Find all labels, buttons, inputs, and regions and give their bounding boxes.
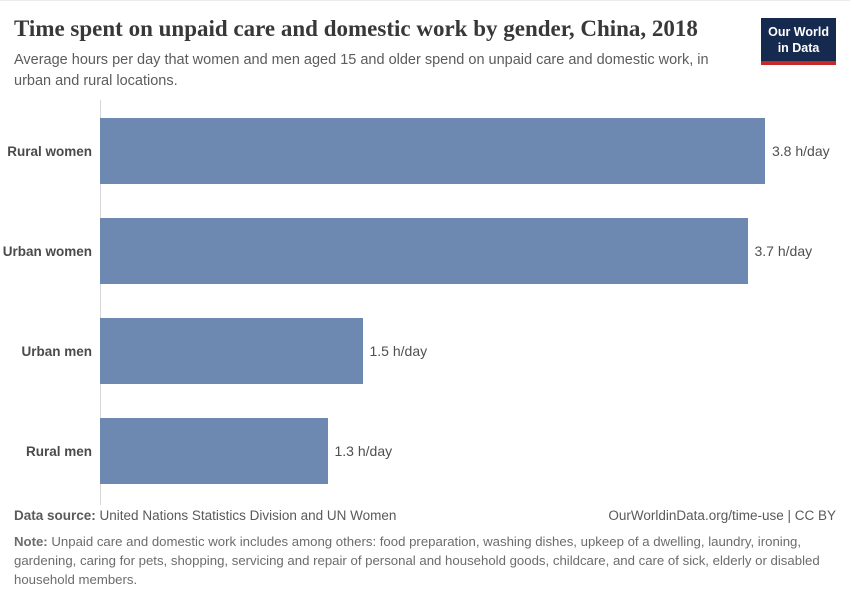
bar-area: 1.3 h/day: [100, 418, 850, 485]
bar-value-label: 3.7 h/day: [754, 243, 813, 260]
bar[interactable]: [100, 318, 363, 385]
bar-row[interactable]: Rural women 3.8 h/day: [0, 118, 850, 185]
bar-category-label: Urban men: [21, 343, 92, 359]
bar-area: 3.8 h/day: [100, 118, 850, 185]
chart-footer: Data source: United Nations Statistics D…: [0, 507, 850, 601]
bar-row[interactable]: Urban women 3.7 h/day: [0, 218, 850, 285]
chart-note: Note: Unpaid care and domestic work incl…: [14, 532, 836, 589]
bar-category-label: Rural women: [7, 143, 92, 159]
bar-chart: Rural women 3.8 h/day Urban women 3.7 h/day…: [0, 100, 850, 506]
chart-titles: Time spent on unpaid care and domestic w…: [14, 16, 719, 92]
bar-row[interactable]: Urban men 1.5 h/day: [0, 318, 850, 385]
chart-subtitle: Average hours per day that women and men…: [14, 52, 709, 90]
owid-logo[interactable]: Our World in Data: [761, 18, 836, 65]
bar-area: 3.7 h/day: [100, 218, 850, 285]
bar-value-label: 1.5 h/day: [369, 343, 428, 360]
y-axis-line: [100, 100, 101, 506]
chart-title: Time spent on unpaid care and domestic w…: [14, 16, 698, 41]
owid-logo-line1: Our World: [768, 25, 829, 39]
bar-row[interactable]: Rural men 1.3 h/day: [0, 418, 850, 485]
bar-value-label: 1.3 h/day: [334, 443, 393, 460]
owid-logo-line2: in Data: [777, 41, 820, 56]
bar[interactable]: [100, 118, 765, 185]
bar[interactable]: [100, 218, 748, 285]
chart-header: Time spent on unpaid care and domestic w…: [0, 1, 850, 92]
source-row: Data source: United Nations Statistics D…: [14, 507, 836, 525]
bar-area: 1.5 h/day: [100, 318, 850, 385]
bar-category-label: Rural men: [25, 443, 92, 459]
data-source-value: United Nations Statistics Division and U…: [99, 508, 397, 524]
data-source: Data source: United Nations Statistics D…: [14, 507, 396, 525]
bar-category-label: Urban women: [2, 243, 92, 259]
bar[interactable]: [100, 418, 328, 485]
bar-value-label: 3.8 h/day: [772, 143, 830, 160]
note-label: Note:: [14, 533, 48, 549]
data-source-label: Data source:: [14, 508, 96, 524]
note-value: Unpaid care and domestic work includes a…: [14, 533, 820, 587]
attribution-link[interactable]: OurWorldinData.org/time-use | CC BY: [608, 508, 836, 524]
